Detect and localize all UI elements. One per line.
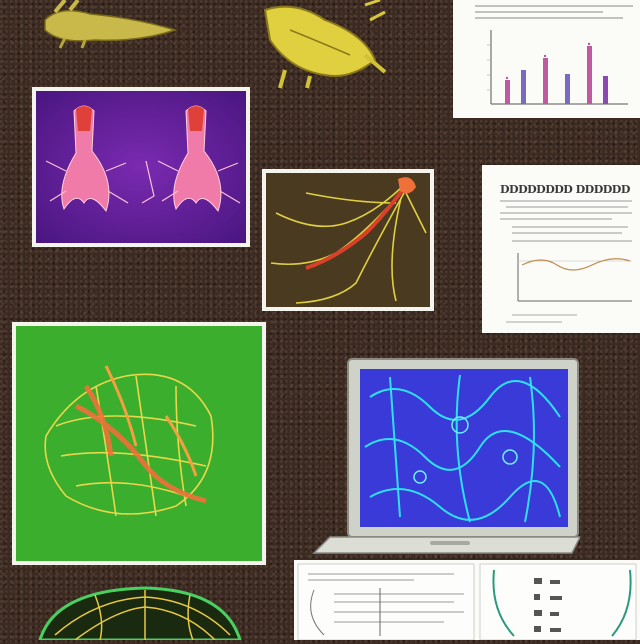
laptop (310, 357, 582, 557)
organism-bottom-left (35, 585, 245, 642)
violet-tissue-image (32, 87, 250, 247)
fibrous-tissue-image (262, 169, 434, 311)
organism-top-middle (255, 0, 390, 90)
bar-chart-document (453, 0, 640, 118)
green-fiber-image (12, 322, 266, 565)
organism-top-left (40, 0, 180, 50)
diagram-document (294, 560, 640, 640)
